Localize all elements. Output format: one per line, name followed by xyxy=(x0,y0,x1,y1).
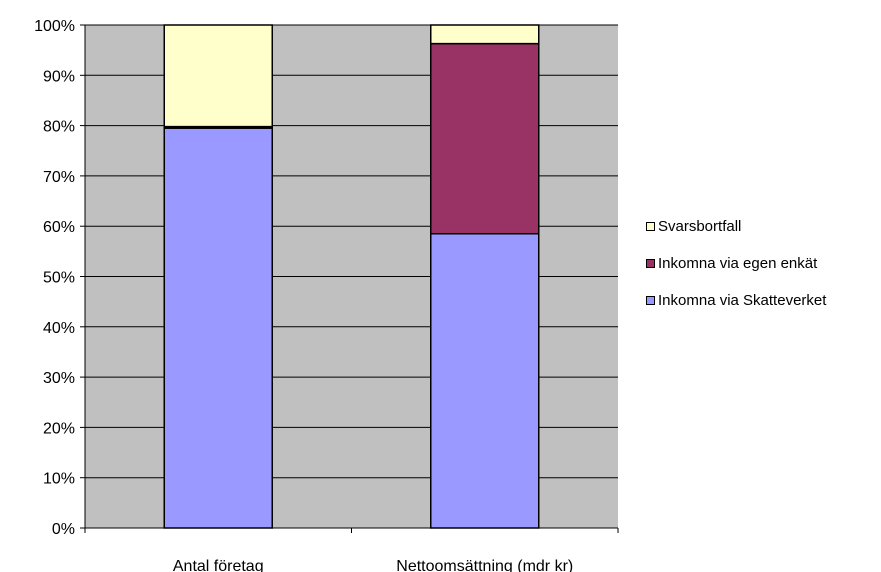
y-tick-label: 50% xyxy=(43,270,75,287)
legend-swatch-egen-enkat xyxy=(646,258,655,268)
bar-segment xyxy=(430,42,540,235)
bar-segment xyxy=(163,127,273,529)
y-axis-ticks: 0% 10% 20% 30% 40% 50% 60% 70% 80% 90% 100% xyxy=(34,18,85,538)
legend-item-skatteverket: Inkomna via Skatteverket xyxy=(646,290,826,310)
y-tick-label: 0% xyxy=(52,521,75,538)
y-tick-label: 20% xyxy=(43,420,75,437)
y-tick-label: 70% xyxy=(43,169,75,186)
legend-label-egen-enkat: Inkomna via egen enkät xyxy=(658,254,818,272)
bar-segment xyxy=(430,232,540,529)
y-tick-label: 10% xyxy=(43,471,75,488)
y-tick-label: 80% xyxy=(43,119,75,136)
legend-label-skatteverket: Inkomna via Skatteverket xyxy=(658,291,827,309)
y-tick-label: 100% xyxy=(34,18,75,35)
legend-item-egen-enkat: Inkomna via egen enkät xyxy=(646,253,826,273)
bar-segment xyxy=(163,24,273,128)
legend: Svarsbortfall Inkomna via egen enkät Ink… xyxy=(646,216,826,327)
legend-swatch-svarsbortfall xyxy=(646,221,655,231)
y-tick-label: 40% xyxy=(43,320,75,337)
legend-swatch-skatteverket xyxy=(646,295,655,305)
x-category-label: Antal företag xyxy=(173,558,264,572)
legend-item-svarsbortfall: Svarsbortfall xyxy=(646,216,826,236)
legend-label-svarsbortfall: Svarsbortfall xyxy=(658,217,742,235)
y-tick-label: 30% xyxy=(43,370,75,387)
x-axis-labels: Antal företag Nettoomsättning (mdr kr) xyxy=(173,558,573,572)
x-category-label: Nettoomsättning (mdr kr) xyxy=(396,558,573,572)
y-tick-label: 90% xyxy=(43,68,75,85)
bar-segment xyxy=(430,24,540,45)
bars xyxy=(163,24,540,529)
y-tick-label: 60% xyxy=(43,219,75,236)
